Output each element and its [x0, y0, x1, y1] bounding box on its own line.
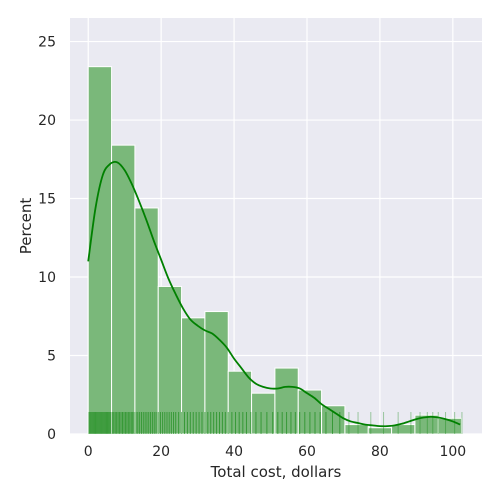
y-tick-labels: 0 5 10 15 20 25	[38, 35, 56, 443]
histogram-bar	[321, 405, 346, 435]
y-axis-title: Percent	[17, 198, 35, 255]
y-tick-label: 15	[38, 192, 56, 208]
rug-marks	[88, 412, 463, 434]
y-tick-label: 5	[47, 349, 56, 365]
x-tick-label: 0	[84, 444, 93, 460]
x-tick-label: 20	[152, 444, 170, 460]
y-tick-label: 25	[38, 35, 56, 51]
histogram-bar	[251, 392, 276, 435]
histogram-bar	[344, 424, 369, 435]
x-axis-title: Total cost, dollars	[210, 463, 342, 481]
y-tick-label: 10	[38, 270, 56, 286]
x-tick-label: 40	[225, 444, 243, 460]
x-tick-label: 100	[439, 444, 466, 460]
y-tick-label: 20	[38, 113, 56, 129]
histogram-bar	[87, 66, 113, 435]
histogram-bar	[367, 427, 393, 435]
x-tick-labels: 0 20 40 60 80 100	[84, 444, 466, 460]
histogram-bar	[157, 285, 183, 435]
kde-curve	[87, 161, 461, 428]
x-tick-label: 60	[298, 444, 316, 460]
histogram-bar	[111, 144, 136, 435]
y-tick-label: 0	[47, 427, 56, 443]
histogram-bars	[87, 66, 463, 435]
x-tick-label: 80	[371, 444, 389, 460]
